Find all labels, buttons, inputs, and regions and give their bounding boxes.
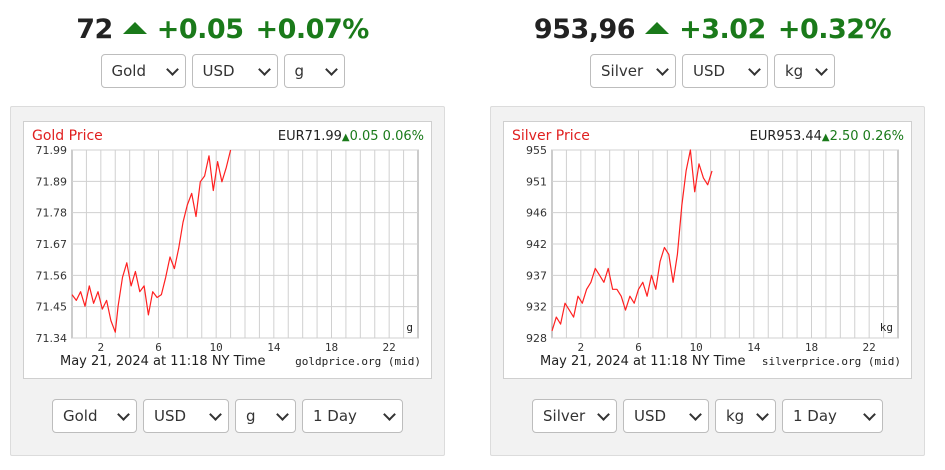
y-tick-label: 937 (526, 269, 547, 282)
header-change: 0.05 0.06% (350, 129, 424, 144)
x-tick-label: 18 (805, 341, 818, 354)
chevron-down-icon (597, 407, 610, 421)
y-tick-label: 71.99 (36, 144, 68, 157)
x-tick-label: 22 (863, 341, 876, 354)
silver-percent-value: +0.32% (777, 14, 892, 45)
x-tick-label: 2 (578, 341, 585, 354)
silver-top-selectors: Silver USD kg (490, 54, 935, 88)
gold-chart-weight-select[interactable]: g (235, 399, 296, 433)
gold-percent-value: +0.07% (255, 14, 370, 45)
chevron-down-icon (276, 407, 289, 421)
header-change: 2.50 0.26% (830, 129, 904, 144)
chevron-down-icon (117, 407, 130, 421)
chevron-down-icon (656, 62, 669, 76)
chevron-down-icon (689, 407, 702, 421)
chart-header: EUR953.44▲2.50 0.26% (750, 129, 904, 144)
gold-price-value: 72 (76, 14, 113, 45)
chart-title: Gold Price (32, 128, 103, 144)
gold-chart: 71.99 71.89 71.78 71.67 71.56 71.45 71.34 2 6 10 1… (23, 121, 432, 379)
y-tick-label: 71.78 (36, 207, 68, 220)
x-tick-label: 14 (747, 341, 761, 354)
gold-chart-panel: 71.99 71.89 71.78 71.67 71.56 71.45 71.34 2 6 10 1… (10, 106, 445, 456)
silver-weight-select[interactable]: kg (774, 54, 835, 88)
y-tick-label: 942 (526, 238, 547, 251)
chevron-down-icon (324, 62, 338, 76)
gold-weight-select[interactable]: g (283, 54, 345, 88)
silver-chart-weight-select[interactable]: kg (715, 399, 776, 433)
x-tick-label: 18 (325, 341, 338, 354)
silver-column: 953,96 +3.02 +0.32% Silver USD kg 955 951 94… (490, 0, 935, 470)
x-tick-label: 6 (635, 341, 642, 354)
x-tick-label: 22 (383, 341, 396, 354)
silver-price-value: 953,96 (533, 14, 636, 45)
gold-metal-select[interactable]: Gold (100, 54, 186, 88)
silver-chart-metal-select[interactable]: Silver (532, 399, 617, 433)
y-tick-label: 71.89 (36, 175, 68, 188)
chevron-down-icon (815, 62, 828, 76)
silver-bottom-selectors: Silver USD kg 1 Day (491, 399, 924, 433)
x-tick-label: 14 (267, 341, 281, 354)
silver-price-chart-svg: 955 951 946 942 937 932 928 2 6 10 14 18 22 Silver Pr… (512, 128, 904, 369)
footer-source: silverprice.org (mid) (762, 355, 901, 368)
y-tick-label: 71.34 (36, 332, 68, 345)
silver-metal-select[interactable]: Silver (590, 54, 676, 88)
gold-ticker: 72 +0.05 +0.07% (0, 14, 445, 45)
chevron-down-icon (748, 62, 761, 76)
silver-chart-currency-select[interactable]: USD (623, 399, 709, 433)
y-tick-label: 71.67 (36, 238, 68, 251)
y-tick-label: 71.56 (36, 269, 68, 282)
footer-timestamp: May 21, 2024 at 11:18 NY Time (60, 354, 265, 369)
chevron-down-icon (383, 407, 396, 421)
chevron-down-icon (863, 407, 876, 421)
up-triangle-icon: ▲ (822, 132, 830, 143)
header-value: EUR71.99 (278, 129, 342, 144)
gold-chart-currency-select[interactable]: USD (143, 399, 229, 433)
y-tick-label: 932 (526, 301, 547, 314)
unit-label: g (406, 321, 413, 334)
y-tick-label: 955 (526, 144, 547, 157)
gold-bottom-selectors: Gold USD g 1 Day (11, 399, 444, 433)
gold-chart-metal-select[interactable]: Gold (52, 399, 137, 433)
chart-title: Silver Price (512, 128, 590, 144)
chevron-down-icon (756, 407, 769, 421)
silver-chart-panel: 955 951 946 942 937 932 928 2 6 10 14 18 22 Silver Pr… (490, 106, 925, 456)
silver-ticker: 953,96 +3.02 +0.32% (490, 14, 935, 45)
up-arrow-icon (645, 21, 670, 34)
gold-price-chart-svg: 71.99 71.89 71.78 71.67 71.56 71.45 71.34 2 6 10 1… (32, 128, 424, 369)
chevron-down-icon (209, 407, 222, 421)
header-value: EUR953.44 (750, 129, 822, 144)
gold-change-value: +0.05 (156, 14, 244, 45)
up-triangle-icon: ▲ (342, 132, 350, 143)
chevron-down-icon (257, 62, 271, 76)
gold-top-selectors: Gold USD g (0, 54, 445, 88)
silver-chart-period-select[interactable]: 1 Day (782, 399, 883, 433)
unit-label: kg (880, 321, 893, 334)
gold-column: 72 +0.05 +0.07% Gold USD g 71.99 71.89 71.78… (0, 0, 445, 470)
chevron-down-icon (165, 62, 179, 76)
footer-timestamp: May 21, 2024 at 11:18 NY Time (540, 354, 745, 369)
price-line (71, 149, 232, 333)
x-tick-label: 10 (690, 341, 703, 354)
gold-chart-period-select[interactable]: 1 Day (302, 399, 403, 433)
silver-currency-select[interactable]: USD (682, 54, 768, 88)
y-tick-label: 946 (526, 207, 547, 220)
x-tick-label: 2 (98, 341, 105, 354)
gold-currency-select[interactable]: USD (191, 54, 278, 88)
x-tick-label: 10 (210, 341, 223, 354)
footer-source: goldprice.org (mid) (295, 355, 421, 368)
silver-change-value: +3.02 (679, 14, 766, 45)
silver-chart: 955 951 946 942 937 932 928 2 6 10 14 18 22 Silver Pr… (503, 121, 912, 379)
y-tick-label: 71.45 (36, 301, 68, 314)
y-tick-label: 928 (526, 332, 547, 345)
x-tick-label: 6 (155, 341, 162, 354)
price-line (551, 149, 713, 332)
y-tick-label: 951 (526, 175, 547, 188)
chart-header: EUR71.99▲0.05 0.06% (278, 129, 424, 144)
up-arrow-icon (122, 21, 147, 34)
